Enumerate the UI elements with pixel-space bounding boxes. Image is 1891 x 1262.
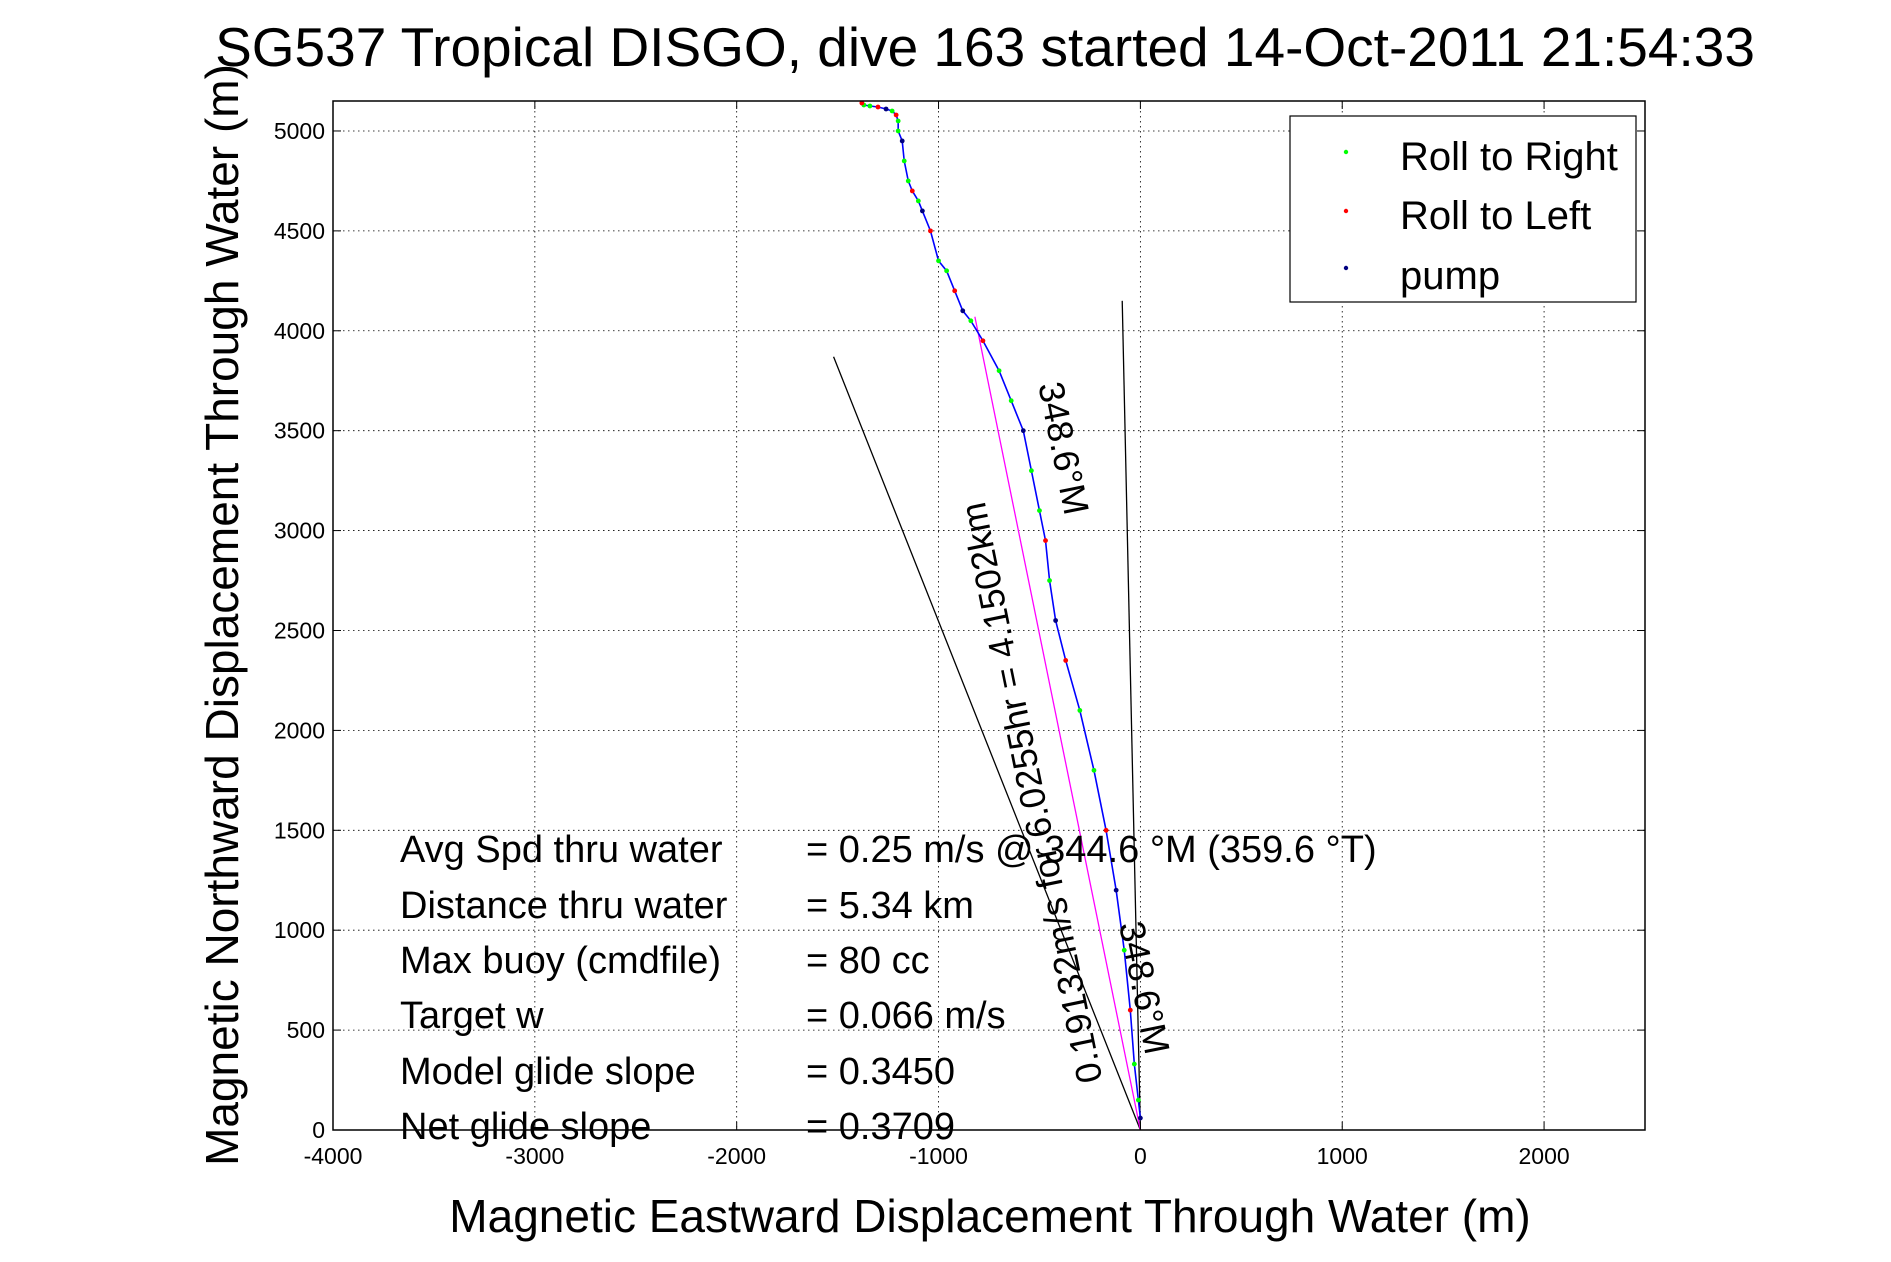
track-marker xyxy=(867,103,873,109)
legend-marker-pump xyxy=(1343,265,1349,271)
track-marker xyxy=(859,100,865,106)
stat-label-distance: Distance thru water xyxy=(400,885,728,927)
y-axis-label: Magnetic Northward Displacement Through … xyxy=(196,64,248,1166)
reference-lines xyxy=(832,300,1142,1131)
dive-track-line xyxy=(861,102,1142,1119)
line-net-heading xyxy=(974,316,1142,1131)
stat-value-avg-speed: = 0.25 m/s @ 344.6 °M (359.6 °T) xyxy=(806,829,1377,871)
x-axis: -4000 -3000 -2000 -1000 0 1000 2000 xyxy=(304,101,1570,1169)
stat-label-target-w: Target w xyxy=(400,995,544,1037)
dive-track xyxy=(861,102,1142,1119)
stat-label-model-glide: Model glide slope xyxy=(400,1051,696,1093)
track-marker xyxy=(1113,887,1119,893)
track-marker xyxy=(1020,428,1026,434)
track-marker xyxy=(1077,708,1083,713)
track-marker xyxy=(1131,1061,1137,1067)
legend-label-roll-right: Roll to Right xyxy=(1400,135,1618,179)
y-axis: 0 500 1000 1500 2000 2500 3000 3500 4000 4500 5000 xyxy=(274,118,1645,1143)
legend-box xyxy=(1289,115,1637,303)
y-tick-label: 500 xyxy=(287,1017,325,1043)
x-tick-label: -4000 xyxy=(304,1143,363,1169)
y-tick-label: 2000 xyxy=(274,717,325,743)
track-marker xyxy=(1053,618,1059,623)
track-marker xyxy=(895,128,901,134)
stat-label-net-glide: Net glide slope xyxy=(400,1106,651,1148)
track-marker xyxy=(960,308,966,314)
y-tick-label: 3000 xyxy=(274,518,325,544)
y-tick-label: 4500 xyxy=(274,218,325,244)
track-marker xyxy=(1091,767,1097,773)
x-tick-label: 2000 xyxy=(1518,1143,1569,1169)
y-tick-label: 3500 xyxy=(274,418,325,444)
stat-label-avg-speed: Avg Spd thru water xyxy=(400,829,723,871)
track-marker xyxy=(1047,578,1052,583)
y-tick-label: 0 xyxy=(312,1117,325,1143)
y-tick-label: 1000 xyxy=(274,917,325,943)
track-marker xyxy=(895,118,901,124)
track-marker xyxy=(936,258,941,264)
track-marker xyxy=(1043,538,1048,543)
line-bound-right xyxy=(1121,300,1142,1131)
x-tick-label: -1000 xyxy=(909,1143,968,1169)
stat-value-model-glide: = 0.3450 xyxy=(806,1051,955,1093)
track-marker xyxy=(893,112,899,118)
x-tick-label: 1000 xyxy=(1317,1143,1368,1169)
track-marker xyxy=(980,338,986,344)
chart-title: SG537 Tropical DISGO, dive 163 started 1… xyxy=(215,16,1755,78)
x-tick-label: -2000 xyxy=(707,1143,766,1169)
track-marker xyxy=(968,318,974,324)
track-marker xyxy=(909,188,915,194)
track-marker xyxy=(1103,827,1109,833)
track-markers xyxy=(859,100,1143,1121)
track-marker xyxy=(1135,1097,1141,1103)
legend-label-pump: pump xyxy=(1400,254,1500,298)
track-marker xyxy=(1008,398,1014,404)
x-tick-label: 0 xyxy=(1134,1143,1147,1169)
x-axis-label: Magnetic Eastward Displacement Through W… xyxy=(449,1190,1530,1242)
stat-value-max-buoy: = 80 cc xyxy=(806,940,930,982)
stat-label-max-buoy: Max buoy (cmdfile) xyxy=(400,940,721,982)
track-marker xyxy=(996,368,1002,374)
x-tick-label: -3000 xyxy=(505,1143,564,1169)
track-marker xyxy=(1137,1115,1143,1121)
y-tick-label: 4000 xyxy=(274,318,325,344)
y-tick-label: 5000 xyxy=(274,118,325,144)
legend-marker-roll-right xyxy=(1343,149,1349,155)
track-marker xyxy=(928,228,933,234)
track-marker xyxy=(915,198,921,204)
plot-frame xyxy=(332,100,1646,1131)
stat-value-target-w: = 0.066 m/s xyxy=(806,995,1006,1037)
track-marker xyxy=(883,106,889,112)
line-bound-left xyxy=(832,356,1141,1131)
y-tick-label: 1500 xyxy=(274,817,325,843)
y-tick-label: 2500 xyxy=(274,617,325,643)
track-marker xyxy=(899,138,905,144)
track-marker xyxy=(1037,508,1042,514)
track-marker xyxy=(919,208,925,214)
track-marker xyxy=(905,178,911,184)
track-marker xyxy=(1127,1007,1133,1013)
legend: Roll to Right Roll to Left pump xyxy=(1289,115,1637,303)
legend-marker-roll-left xyxy=(1343,208,1349,214)
stat-value-net-glide: = 0.3709 xyxy=(806,1106,955,1148)
legend-label-roll-left: Roll to Left xyxy=(1400,194,1591,238)
track-marker xyxy=(875,104,881,110)
stat-value-distance: = 5.34 km xyxy=(806,885,974,927)
track-marker xyxy=(1028,468,1034,474)
track-marker xyxy=(901,158,907,164)
stats-block: Avg Spd thru water = 0.25 m/s @ 344.6 °M… xyxy=(400,829,1377,1148)
track-marker xyxy=(952,288,958,294)
track-marker xyxy=(889,108,895,114)
track-marker xyxy=(1063,658,1069,663)
track-marker xyxy=(1121,947,1127,953)
track-marker xyxy=(944,268,950,274)
